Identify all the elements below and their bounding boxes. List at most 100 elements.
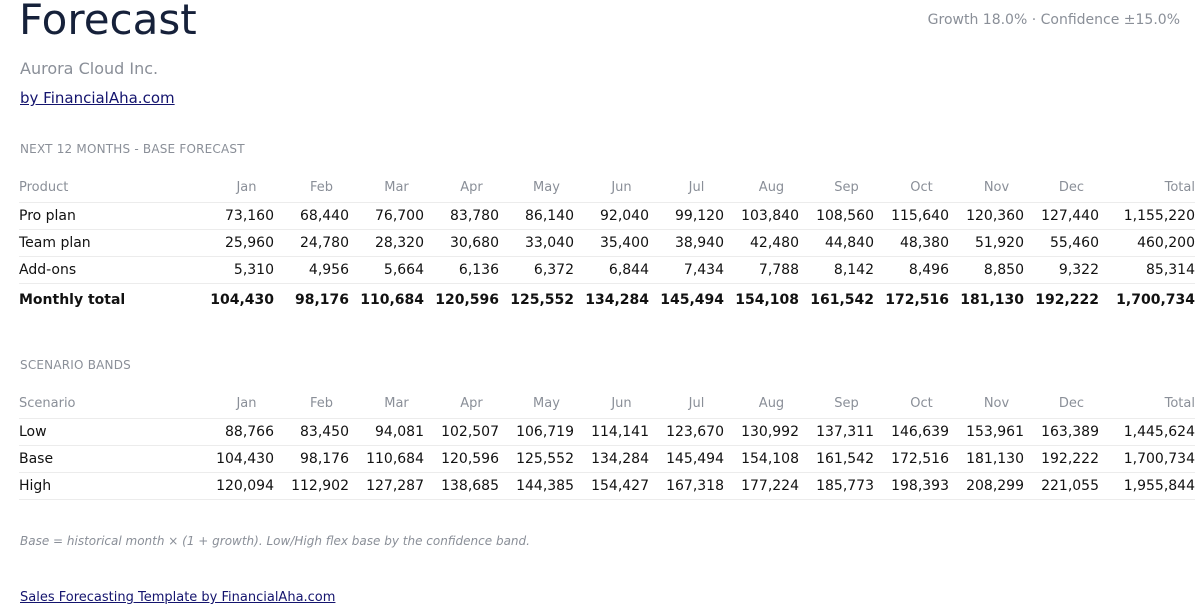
table-cell: 177,224	[724, 472, 799, 500]
table-cell: 181,130	[949, 445, 1024, 473]
base-forecast-total-header: Total	[1099, 168, 1195, 203]
table-cell: 24,780	[274, 229, 349, 257]
month-header-oct: Oct	[874, 168, 949, 203]
month-header-nov: Nov	[949, 384, 1024, 419]
base-forecast-header-row: Product Jan Feb Mar Apr May Jun Jul Aug Sep Oct Nov…	[19, 168, 1195, 203]
total-cell: 134,284	[574, 283, 649, 316]
month-header-jun: Jun	[574, 168, 649, 203]
scenario-bands-table: Scenario Jan Feb Mar Apr May Jun Jul Aug Sep Oct No…	[19, 384, 1195, 500]
total-cell: 192,222	[1024, 283, 1099, 316]
table-cell: 104,430	[199, 445, 274, 473]
table-cell: 103,840	[724, 202, 799, 230]
month-header-mar: Mar	[349, 168, 424, 203]
table-cell: 88,766	[199, 418, 274, 446]
table-cell: 4,956	[274, 256, 349, 284]
month-header-jun: Jun	[574, 384, 649, 419]
table-cell: 9,322	[1024, 256, 1099, 284]
table-cell: 127,287	[349, 472, 424, 500]
row-total: 85,314	[1099, 256, 1195, 284]
month-header-nov: Nov	[949, 168, 1024, 203]
table-cell: 208,299	[949, 472, 1024, 500]
table-cell: 154,108	[724, 445, 799, 473]
total-row-label: Monthly total	[19, 283, 199, 316]
total-cell: 125,552	[499, 283, 574, 316]
table-cell: 6,136	[424, 256, 499, 284]
table-cell: 38,940	[649, 229, 724, 257]
table-cell: 167,318	[649, 472, 724, 500]
table-cell: 99,120	[649, 202, 724, 230]
table-cell: 134,284	[574, 445, 649, 473]
month-header-jul: Jul	[649, 384, 724, 419]
scenario-header-row: Scenario Jan Feb Mar Apr May Jun Jul Aug Sep Oct No…	[19, 384, 1195, 419]
table-cell: 154,427	[574, 472, 649, 500]
table-cell: 25,960	[199, 229, 274, 257]
page-title: Forecast	[19, 0, 197, 44]
table-cell: 42,480	[724, 229, 799, 257]
table-cell: 5,664	[349, 256, 424, 284]
month-header-sep: Sep	[799, 168, 874, 203]
table-row: High 120,094 112,902 127,287 138,685 144,385 1…	[19, 472, 1195, 500]
table-cell: 137,311	[799, 418, 874, 446]
table-cell: 68,440	[274, 202, 349, 230]
table-cell: 92,040	[574, 202, 649, 230]
month-header-jan: Jan	[199, 384, 274, 419]
total-cell: 181,130	[949, 283, 1024, 316]
table-cell: 115,640	[874, 202, 949, 230]
row-total: 1,445,624	[1099, 418, 1195, 446]
table-cell: 33,040	[499, 229, 574, 257]
row-label: Pro plan	[19, 202, 199, 230]
month-header-feb: Feb	[274, 384, 349, 419]
row-label: Team plan	[19, 229, 199, 257]
growth-confidence-summary: Growth 18.0% · Confidence ±15.0%	[927, 12, 1180, 28]
table-cell: 102,507	[424, 418, 499, 446]
table-cell: 83,450	[274, 418, 349, 446]
table-cell: 7,434	[649, 256, 724, 284]
table-cell: 94,081	[349, 418, 424, 446]
total-cell: 120,596	[424, 283, 499, 316]
table-cell: 221,055	[1024, 472, 1099, 500]
footer-template-link[interactable]: Sales Forecasting Template by FinancialA…	[20, 590, 336, 605]
byline-link[interactable]: by FinancialAha.com	[20, 89, 175, 107]
month-header-dec: Dec	[1024, 168, 1099, 203]
table-cell: 8,496	[874, 256, 949, 284]
table-cell: 6,844	[574, 256, 649, 284]
table-cell: 110,684	[349, 445, 424, 473]
company-name: Aurora Cloud Inc.	[20, 59, 159, 78]
table-cell: 125,552	[499, 445, 574, 473]
row-total: 460,200	[1099, 229, 1195, 257]
row-total: 1,155,220	[1099, 202, 1195, 230]
table-cell: 153,961	[949, 418, 1024, 446]
row-label: Base	[19, 445, 199, 473]
row-total: 1,955,844	[1099, 472, 1195, 500]
table-cell: 28,320	[349, 229, 424, 257]
total-cell: 98,176	[274, 283, 349, 316]
table-cell: 108,560	[799, 202, 874, 230]
table-cell: 86,140	[499, 202, 574, 230]
month-header-aug: Aug	[724, 168, 799, 203]
table-cell: 83,780	[424, 202, 499, 230]
methodology-footnote: Base = historical month × (1 + growth). …	[20, 534, 530, 548]
month-header-apr: Apr	[424, 384, 499, 419]
table-cell: 76,700	[349, 202, 424, 230]
total-cell: 154,108	[724, 283, 799, 316]
base-forecast-table: Product Jan Feb Mar Apr May Jun Jul Aug Sep Oct Nov…	[19, 168, 1195, 316]
table-cell: 51,920	[949, 229, 1024, 257]
table-cell: 8,850	[949, 256, 1024, 284]
row-label: High	[19, 472, 199, 500]
month-header-may: May	[499, 168, 574, 203]
table-cell: 73,160	[199, 202, 274, 230]
table-row: Team plan 25,960 24,780 28,320 30,680 33,040 3…	[19, 229, 1195, 257]
month-header-jul: Jul	[649, 168, 724, 203]
table-cell: 6,372	[499, 256, 574, 284]
table-cell: 161,542	[799, 445, 874, 473]
table-cell: 146,639	[874, 418, 949, 446]
month-header-may: May	[499, 384, 574, 419]
table-cell: 130,992	[724, 418, 799, 446]
row-label: Low	[19, 418, 199, 446]
table-cell: 120,596	[424, 445, 499, 473]
table-cell: 44,840	[799, 229, 874, 257]
table-cell: 198,393	[874, 472, 949, 500]
table-row: Pro plan 73,160 68,440 76,700 83,780 86,140 92…	[19, 202, 1195, 230]
month-header-sep: Sep	[799, 384, 874, 419]
scenario-bands-section-label: SCENARIO BANDS	[20, 358, 131, 372]
